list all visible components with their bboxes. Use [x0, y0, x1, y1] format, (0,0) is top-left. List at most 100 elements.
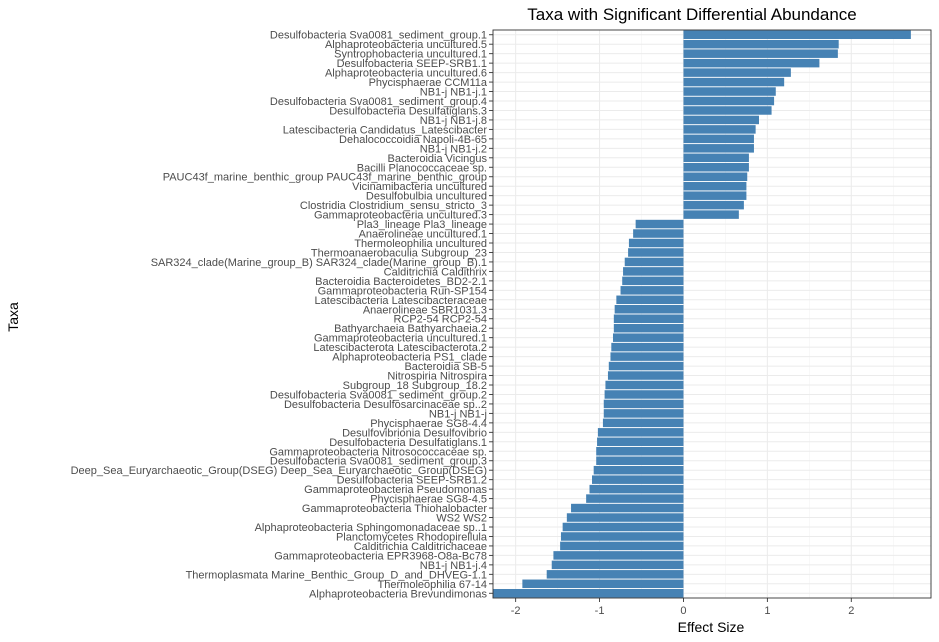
bar	[589, 484, 684, 494]
bar	[586, 494, 684, 503]
y-tick-label: Gammaproteobacteria Thiohalobacter	[302, 503, 487, 515]
bar	[624, 257, 684, 267]
y-tick-label: Desulfobacteria Sva0081_sediment_group.2	[270, 389, 487, 401]
y-tick-label: Pla3_lineage Pla3_lineage	[357, 219, 487, 231]
bar	[683, 125, 756, 134]
bar	[571, 503, 684, 513]
y-tick-label: Bathyarchaeia Bathyarchaeia.2	[334, 323, 487, 335]
y-tick-label: WS2 WS2	[436, 513, 487, 525]
bar	[623, 267, 684, 276]
y-tick-label: Desulfobacteria SEEP-SRB1.2	[337, 475, 487, 487]
y-tick-label: Alphaproteobacteria uncultured.6	[325, 68, 487, 80]
y-tick-label: Dehalococcoidia Napoli-4B-65	[339, 134, 487, 146]
bar	[683, 106, 772, 115]
bar	[613, 314, 684, 323]
y-tick-label: Deep_Sea_Euryarchaeotic_Group(DSEG) Deep…	[71, 465, 487, 477]
y-tick-label: Phycisphaerae SG8-4.4	[370, 418, 487, 430]
bar	[683, 115, 759, 125]
y-tick-label: Alphaproteobacteria Brevundimonas	[309, 588, 487, 600]
y-tick-label: Anaerolineae SBR1031.3	[363, 304, 487, 316]
y-tick-label: Desulfobacteria Sva0081_sediment_group.1	[270, 30, 487, 42]
y-axis-title: Taxa	[5, 302, 21, 332]
y-tick-label: Gammaproteobacteria uncultured.1	[314, 333, 487, 345]
y-tick-label: Phycisphaerae SG8-4.5	[370, 494, 487, 506]
bar	[683, 39, 839, 49]
y-tick-label: NB1-j NB1-j.4	[420, 560, 487, 572]
x-tick-label: -1	[595, 605, 605, 617]
bar	[553, 551, 684, 560]
bar	[683, 58, 820, 68]
y-tick-label: SAR324_clade(Marine_group_B) SAR324_clad…	[151, 257, 487, 269]
y-tick-label: Bacilli Planococcaceae sp.	[357, 162, 487, 174]
y-tick-label: Clostridia Clostridium_sensu_stricto_3	[300, 200, 487, 212]
y-tick-label: Planctomycetes Rhodopirellula	[336, 531, 488, 543]
y-tick-label: Alphaproteobacteria Sphingomonadaceae sp…	[255, 522, 487, 534]
y-tick-label: Nitrospiria Nitrospira	[387, 371, 488, 383]
bar	[603, 399, 684, 409]
y-tick-label: NB1-j NB1-j.8	[420, 115, 487, 127]
y-tick-label: NB1-j NB1-j.1	[420, 87, 487, 99]
bar	[597, 437, 684, 447]
bar	[611, 342, 684, 352]
y-axis-labels: Desulfobacteria Sva0081_sediment_group.1…	[71, 30, 493, 600]
bar	[683, 210, 739, 219]
y-tick-label: Gammaproteobacteria EPR3968-O8a-Bc78	[274, 550, 487, 562]
bar	[566, 513, 684, 522]
x-tick-label: 2	[848, 605, 854, 617]
y-tick-label: Gammaproteobacteria Run-SP154	[318, 285, 487, 297]
x-tick-label: 1	[764, 605, 770, 617]
bar	[604, 390, 684, 399]
bar	[620, 286, 684, 295]
y-tick-label: Latescibacterota Latescibacterota.2	[313, 342, 487, 354]
y-tick-label: Thermoleophilia uncultured	[354, 238, 487, 250]
bars-group	[493, 30, 911, 598]
y-tick-label: RCP2-54 RCP2-54	[393, 314, 487, 326]
bar	[683, 68, 791, 77]
bar	[683, 153, 749, 163]
bar	[493, 589, 684, 598]
plot-panel	[493, 30, 931, 598]
x-axis-title: Effect Size	[678, 619, 745, 635]
bar	[551, 560, 684, 570]
y-tick-label: Latescibacteria Latescibacteraceae	[315, 295, 487, 307]
y-tick-label: Gammaproteobacteria Pseudomonas	[304, 484, 487, 496]
bar	[683, 181, 747, 191]
y-tick-label: Syntrophobacteria uncultured.1	[334, 49, 487, 61]
bar	[683, 200, 744, 210]
y-tick-label: Anaerolineae uncultured.1	[359, 229, 487, 241]
y-tick-label: Vicinamibacteria uncultured	[352, 181, 487, 193]
bar	[628, 238, 684, 248]
x-tick-label: 0	[680, 605, 686, 617]
bar	[562, 522, 684, 532]
bar	[560, 541, 684, 551]
x-axis-ticks: -2 -1 0 1 2	[511, 598, 854, 617]
bar	[683, 30, 911, 39]
minor-gridlines	[473, 30, 894, 598]
y-tick-label: Desulfobacteria Sva0081_sediment_group.3	[270, 456, 487, 468]
bar	[683, 87, 776, 96]
bar	[546, 570, 684, 579]
y-tick-label: Thermoanaerobaculia Subgroup_23	[311, 247, 487, 259]
bar	[628, 248, 684, 257]
y-tick-label: Desulfobacteria Sva0081_sediment_group.4	[270, 96, 487, 108]
bar	[633, 229, 684, 238]
y-tick-label: Bacteroidia Vicingus	[388, 153, 488, 165]
y-tick-label: Calditrichia Calditrichaceae	[354, 541, 487, 553]
y-tick-label: Desulfobulbia uncultured	[366, 191, 487, 203]
bar	[635, 219, 684, 229]
bar	[610, 352, 684, 361]
y-tick-label: Desulfovibrionia Desulfovibrio	[342, 427, 487, 439]
bar	[522, 579, 684, 589]
bar	[603, 409, 684, 418]
bar	[683, 191, 747, 200]
y-tick-label: Calditrichia Caldithrix	[384, 266, 488, 278]
y-tick-label: Desulfobacteria SEEP-SRB1.1	[337, 58, 487, 70]
bar	[596, 447, 684, 456]
bar	[593, 465, 684, 475]
plot-area	[473, 29, 932, 599]
y-tick-label: Desulfobacteria Desulfatiglans.3	[329, 105, 487, 117]
y-tick-label: NB1-j NB1-j	[429, 408, 487, 420]
y-tick-label: Thermoplasmata Marine_Benthic_Group_D_an…	[186, 569, 487, 581]
y-tick-label: Gammaproteobacteria Nitrosococcaceae sp.	[269, 446, 487, 458]
bar	[683, 49, 838, 58]
